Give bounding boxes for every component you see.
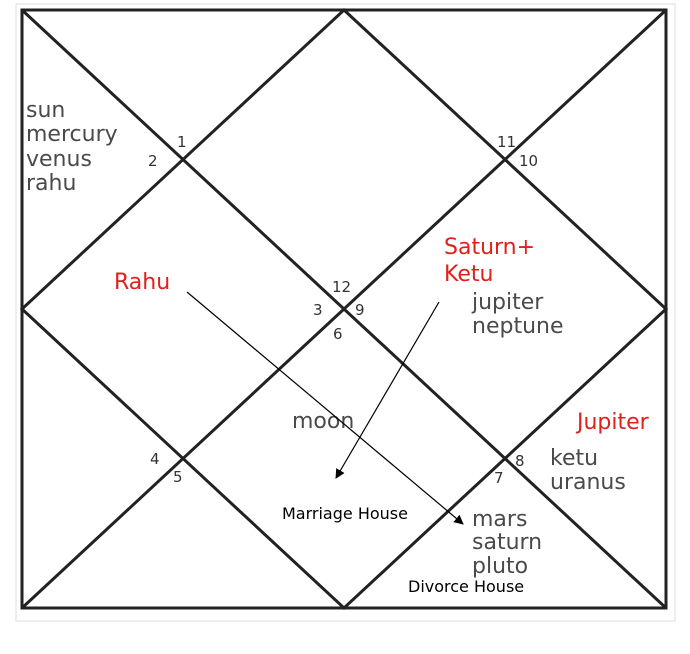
diagonal-anti <box>20 8 668 610</box>
planet-pluto: pluto <box>472 554 528 579</box>
house-number-5: 5 <box>173 468 183 486</box>
planet-ketu: ketu <box>550 446 598 471</box>
annotation-jupiter: Jupiter <box>575 410 650 435</box>
house-number-4: 4 <box>150 450 160 468</box>
outer-frame <box>15 3 676 622</box>
annotation-rahu: Rahu <box>114 270 170 295</box>
house-number-8: 8 <box>515 452 525 470</box>
planet-mercury: mercury <box>26 122 118 147</box>
planet-venus: venus <box>26 147 92 172</box>
arrow-rahu-to-7th <box>186 291 464 525</box>
planet-moon: moon <box>292 409 354 434</box>
planet-sun: sun <box>26 98 65 123</box>
house-number-1: 1 <box>177 133 187 151</box>
house-number-6: 6 <box>333 325 343 343</box>
annotation-saturn-plus: Saturn+ <box>444 235 535 260</box>
house-number-9: 9 <box>355 301 365 319</box>
inner-diamond <box>19 7 669 611</box>
planet-uranus: uranus <box>550 470 626 495</box>
house-number-3: 3 <box>313 301 323 319</box>
planet-rahu: rahu <box>26 171 76 196</box>
house-number-10: 10 <box>519 152 538 170</box>
planet-neptune: neptune <box>472 314 564 339</box>
planet-mars: mars <box>472 507 527 532</box>
house-number-12: 12 <box>332 278 351 296</box>
label-marriage-house: Marriage House <box>282 504 408 523</box>
house-number-11: 11 <box>497 133 516 151</box>
house-number-2: 2 <box>148 152 158 170</box>
house-number-7: 7 <box>494 469 504 487</box>
planet-saturn: saturn <box>472 530 542 555</box>
label-divorce-house: Divorce House <box>408 577 524 596</box>
annotation-ketu: Ketu <box>444 262 493 287</box>
arrow-saturn-ketu-to-6th <box>335 301 440 479</box>
planet-jupiter: jupiter <box>471 290 544 315</box>
